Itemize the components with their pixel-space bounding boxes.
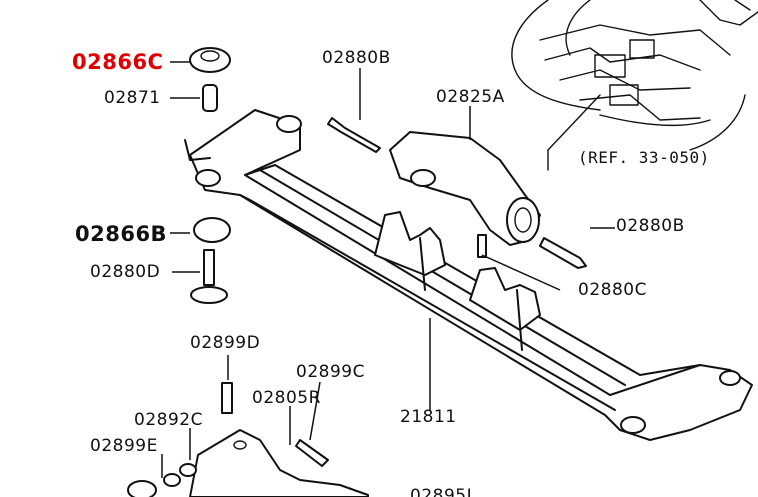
mount-brackets (374, 211, 541, 351)
part-label-02899C: 02899C (296, 362, 365, 382)
part-label-02892C: 02892C (134, 410, 203, 430)
leader-lines (161, 61, 615, 478)
engine-mount-02825A (389, 131, 541, 246)
part-label-02825A: 02825A (436, 87, 505, 107)
insulator-parts-left (189, 47, 231, 304)
part-label-21811: 21811 (400, 407, 457, 427)
part-label-02871: 02871 (104, 88, 161, 108)
part-label-02899E: 02899E (90, 436, 158, 456)
part-label-02866C: 02866C (72, 50, 164, 74)
reference-label: (REF. 33-050) (578, 148, 710, 167)
lower-bracket-02805R (127, 429, 369, 497)
crossmember-21811 (184, 109, 753, 441)
bolts (221, 117, 587, 467)
part-label-02880B-right: 02880B (616, 216, 685, 236)
part-label-02880D: 02880D (90, 262, 161, 282)
part-label-02899D: 02899D (190, 333, 261, 353)
part-label-02805R: 02805R (252, 388, 321, 408)
part-label-02866B: 02866B (75, 222, 168, 246)
part-label-02880C: 02880C (578, 280, 647, 300)
reference-vehicle-detail (511, 0, 758, 171)
part-label-cut-off: 02895L (410, 486, 477, 497)
part-label-02880B-top: 02880B (322, 48, 391, 68)
